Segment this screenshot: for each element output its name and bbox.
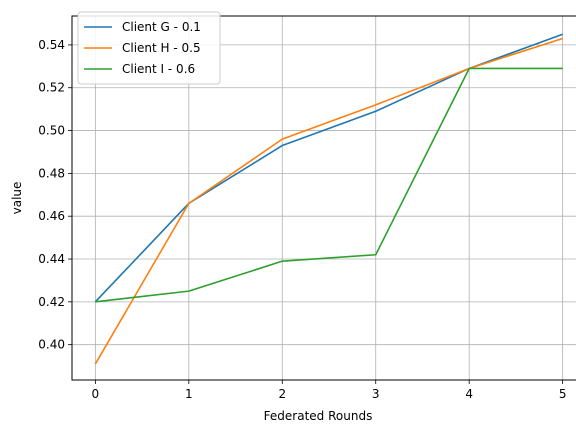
legend-entry: Client G - 0.1 — [122, 20, 201, 34]
plot-frame — [71, 15, 576, 381]
grid-lines — [72, 16, 576, 380]
x-tick-label: 4 — [465, 387, 473, 401]
x-tick-label: 2 — [278, 387, 286, 401]
series-lines — [94, 33, 563, 365]
y-axis-ticks: 0.40 0.42 0.44 0.46 0.48 0.50 0.52 0.54 — [38, 38, 72, 352]
x-axis-ticks: 0 1 2 3 4 5 — [92, 380, 567, 401]
y-tick-label: 0.44 — [38, 252, 65, 266]
x-axis-label: Federated Rounds — [264, 409, 373, 423]
y-axis-label: value — [10, 182, 24, 215]
series-line-1 — [94, 37, 563, 365]
y-tick-label: 0.48 — [38, 166, 65, 180]
y-tick-label: 0.42 — [38, 295, 65, 309]
x-tick-label: 3 — [372, 387, 380, 401]
series-line-2 — [95, 67, 563, 303]
y-tick-label: 0.52 — [38, 81, 65, 95]
legend-frame — [77, 11, 221, 85]
x-tick-label: 1 — [185, 387, 193, 401]
x-tick-label: 5 — [559, 387, 567, 401]
y-tick-label: 0.54 — [38, 38, 65, 52]
x-tick-label: 0 — [92, 387, 100, 401]
y-tick-label: 0.50 — [38, 124, 65, 138]
legend-entry: Client I - 0.6 — [122, 62, 195, 76]
y-tick-label: 0.40 — [38, 338, 65, 352]
legend-entry: Client H - 0.5 — [122, 41, 201, 55]
legend: Client G - 0.1 Client H - 0.5 Client I - 0… — [77, 11, 221, 85]
y-tick-label: 0.46 — [38, 209, 65, 223]
